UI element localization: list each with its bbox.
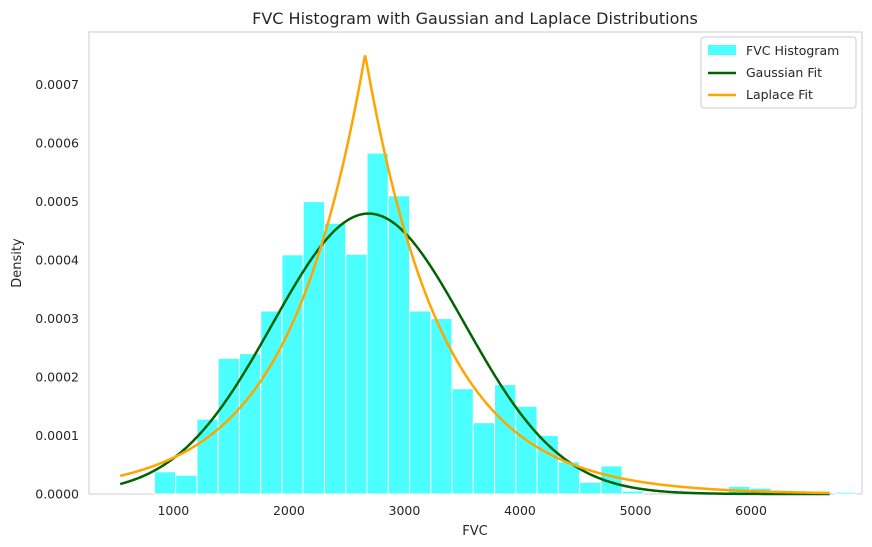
y-tick-label: 0.0004 xyxy=(35,253,79,268)
histogram-bar xyxy=(323,222,347,495)
histogram-bar xyxy=(451,388,474,495)
histogram-bar xyxy=(366,152,389,495)
y-tick-label: 0.0001 xyxy=(35,428,79,443)
y-axis-title: Density xyxy=(10,238,25,288)
histogram-bar xyxy=(153,471,177,495)
legend-label-laplace: Laplace Fit xyxy=(746,87,813,102)
x-tick-label: 4000 xyxy=(504,503,536,518)
histogram-bar xyxy=(175,474,198,495)
legend-frame xyxy=(700,36,857,109)
x-tick-label: 2000 xyxy=(273,503,305,518)
y-tick-label: 0.0003 xyxy=(35,311,79,326)
x-axis-ticks: 1000 2000 3000 4000 5000 6000 xyxy=(157,503,767,518)
x-tick-label: 1000 xyxy=(157,503,189,518)
histogram-bar xyxy=(579,481,602,495)
x-axis-title: FVC xyxy=(462,524,487,539)
y-tick-label: 0.0005 xyxy=(35,194,79,209)
x-tick-label: 3000 xyxy=(389,503,421,518)
legend-label-histogram: FVC Histogram xyxy=(746,43,839,58)
x-tick-label: 6000 xyxy=(735,503,767,518)
histogram-bar xyxy=(621,490,644,495)
legend-swatch-histogram xyxy=(708,45,736,55)
y-tick-label: 0.0000 xyxy=(35,487,79,502)
y-tick-label: 0.0006 xyxy=(35,136,79,151)
chart-title: FVC Histogram with Gaussian and Laplace … xyxy=(252,9,698,28)
x-tick-label: 5000 xyxy=(620,503,652,518)
histogram-bar xyxy=(834,491,857,495)
legend-label-gaussian: Gaussian Fit xyxy=(746,65,822,80)
y-tick-label: 0.0002 xyxy=(35,370,79,385)
y-axis-ticks: 0.0000 0.0001 0.0002 0.0003 0.0004 0.0005 0.00… xyxy=(35,77,79,501)
laplace-fit-line xyxy=(119,55,830,495)
gaussian-fit-line xyxy=(119,212,830,496)
histogram-bar xyxy=(409,310,432,495)
legend: FVC Histogram Gaussian Fit Laplace Fit xyxy=(700,36,857,109)
histogram-bars xyxy=(153,152,857,495)
fit-lines xyxy=(119,55,830,496)
histogram-bar xyxy=(472,422,496,495)
histogram-bar xyxy=(345,253,368,495)
y-tick-label: 0.0007 xyxy=(35,77,79,92)
